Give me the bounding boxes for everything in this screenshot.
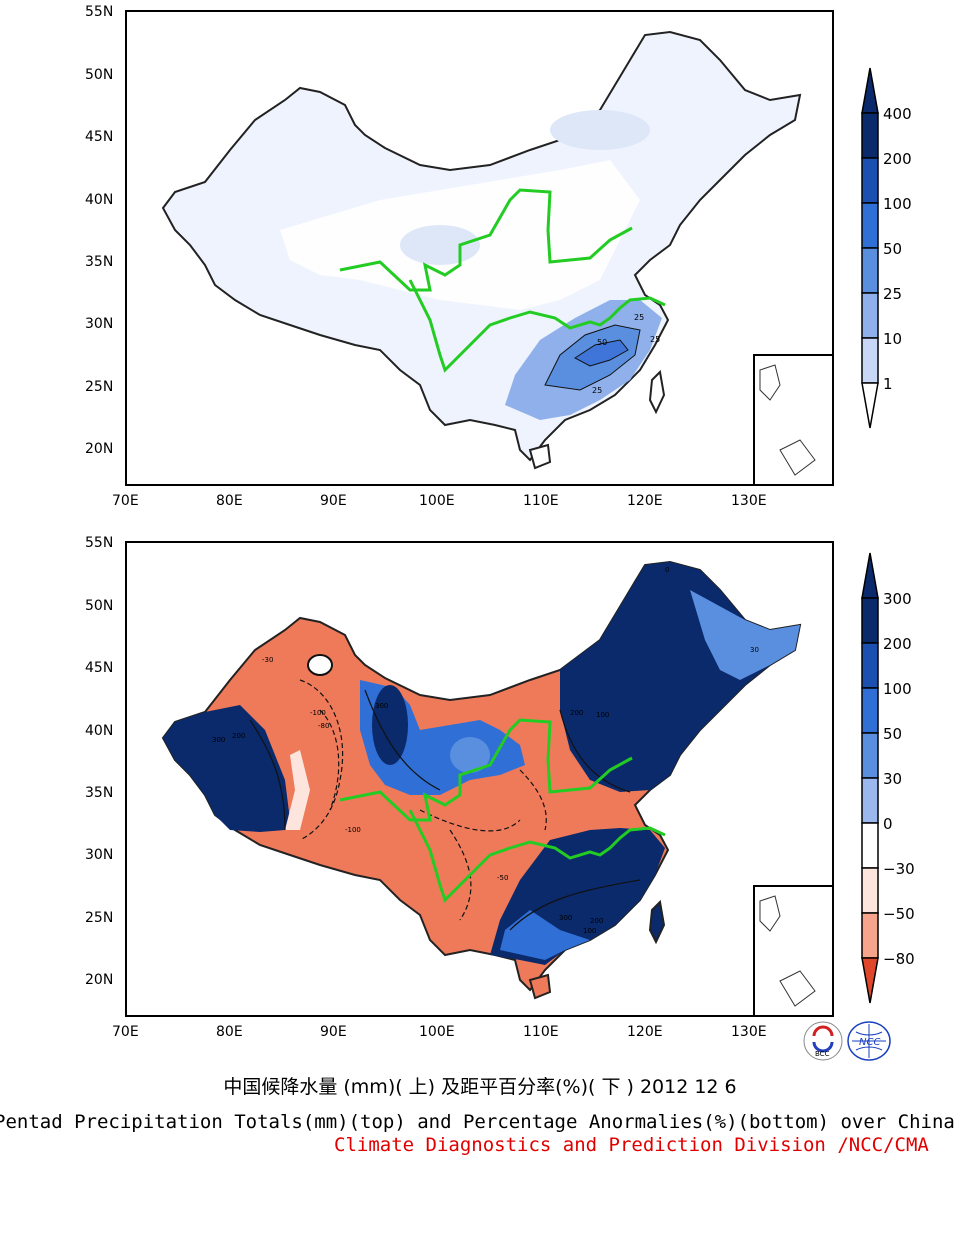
contour-label: 100 <box>596 711 609 719</box>
map-frame <box>125 10 834 486</box>
lat-label: 20N <box>85 441 113 457</box>
colorbar-label: 200 <box>883 635 912 653</box>
contour-label: -80 <box>318 722 329 730</box>
colorbar-label: 50 <box>883 240 902 258</box>
lon-label: 100E <box>419 1024 455 1040</box>
colorbar-bottom: 300 200 100 50 30 0 −30 −50 −80 <box>861 552 915 1004</box>
caption-chinese: 中国候降水量 (mm)( 上) 及距平百分率(%)( 下 ) 2012 12 6 <box>223 1076 737 1098</box>
lon-label: 70E <box>112 1024 139 1040</box>
bcc-logo: BCC <box>803 1021 843 1061</box>
caption-english: Pentad Precipitation Totals(mm)(top) and… <box>0 1111 955 1133</box>
contour-label: 300 <box>212 736 225 744</box>
colorbar-label: −30 <box>883 860 915 878</box>
lat-label: 40N <box>85 723 113 739</box>
lon-label: 110E <box>523 1024 559 1040</box>
map-frame <box>125 541 834 1017</box>
colorbar-label: 10 <box>883 330 902 348</box>
contour-label: 0 <box>665 566 669 574</box>
contour-label: 25 <box>650 335 660 344</box>
ncc-logo-text: NCC <box>859 1037 880 1048</box>
precipitation-totals-map: 50 25 25 25 55N 50N 45N 40N 35N 30N 25N … <box>85 4 912 509</box>
lon-axis: 70E 80E 90E 100E 110E 120E 130E <box>112 1024 767 1040</box>
lat-label: 30N <box>85 847 113 863</box>
lat-label: 35N <box>85 254 113 270</box>
colorbar-label: 100 <box>883 195 912 213</box>
lon-label: 90E <box>320 493 347 509</box>
yellow-river <box>339 718 633 822</box>
lat-label: 55N <box>85 535 113 551</box>
lat-axis: 55N 50N 45N 40N 35N 30N 25N 20N <box>85 4 113 457</box>
yangtze-river <box>408 279 666 373</box>
contour-label: 300 <box>559 914 572 922</box>
colorbar-label: −50 <box>883 905 915 923</box>
contour-label: 30 <box>750 646 759 654</box>
percentage-anomalies-map: 300 200 -100 -80 -30 300 100 200 30 -100… <box>85 535 915 1040</box>
contour-label: 25 <box>634 313 644 322</box>
contour-label: 300 <box>375 702 388 710</box>
lat-label: 30N <box>85 316 113 332</box>
colorbar-label: 200 <box>883 150 912 168</box>
anomaly-west-high <box>163 705 290 832</box>
contour-label: 100 <box>583 927 596 935</box>
lon-label: 110E <box>523 493 559 509</box>
lon-label: 130E <box>731 1024 767 1040</box>
lon-label: 90E <box>320 1024 347 1040</box>
contour-labels: 300 200 -100 -80 -30 300 100 200 30 -100… <box>212 566 759 935</box>
bcc-logo-text: BCC <box>815 1050 830 1058</box>
south-china-sea-inset <box>753 354 833 485</box>
lat-axis: 55N 50N 45N 40N 35N 30N 25N 20N <box>85 535 113 988</box>
lon-label: 130E <box>731 493 767 509</box>
south-china-sea-inset <box>753 885 833 1016</box>
lat-label: 55N <box>85 4 113 20</box>
lon-label: 80E <box>216 1024 243 1040</box>
contour-label: -100 <box>345 826 361 834</box>
caption-credit: Climate Diagnostics and Prediction Divis… <box>334 1134 929 1156</box>
colorbar-label: 0 <box>883 815 893 833</box>
yellow-river <box>339 188 633 292</box>
contour-label: 200 <box>232 732 245 740</box>
lon-label: 70E <box>112 493 139 509</box>
colorbar-label: 300 <box>883 590 912 608</box>
contour-label: 50 <box>597 338 607 347</box>
contour-label: -100 <box>310 709 326 717</box>
lat-label: 25N <box>85 379 113 395</box>
lat-label: 40N <box>85 192 113 208</box>
contour-label: 200 <box>590 917 603 925</box>
positive-contours <box>249 689 641 931</box>
lon-label: 80E <box>216 493 243 509</box>
lat-label: 45N <box>85 129 113 145</box>
contour-label: -30 <box>262 656 273 664</box>
contour-label: 200 <box>570 709 583 717</box>
colorbar-label: 50 <box>883 725 902 743</box>
lon-label: 120E <box>627 493 663 509</box>
precip-area-heavy <box>574 339 629 367</box>
lat-label: 50N <box>85 598 113 614</box>
lon-axis: 70E 80E 90E 100E 110E 120E 130E <box>112 493 767 509</box>
colorbar-label: 1 <box>883 375 893 393</box>
yangtze-river <box>408 809 666 903</box>
contour-label: 25 <box>592 386 602 395</box>
lat-label: 50N <box>85 67 113 83</box>
colorbar-top: 400 200 100 50 25 10 1 <box>861 67 912 429</box>
ncc-logo: NCC <box>847 1021 891 1061</box>
colorbar-label: −80 <box>883 950 915 968</box>
lon-label: 120E <box>627 1024 663 1040</box>
colorbar-label: 25 <box>883 285 902 303</box>
anomaly-northeast-high <box>560 562 800 792</box>
lat-label: 45N <box>85 660 113 676</box>
colorbar-label: 100 <box>883 680 912 698</box>
lat-label: 25N <box>85 910 113 926</box>
contour-label: -50 <box>497 874 508 882</box>
lat-label: 20N <box>85 972 113 988</box>
lon-label: 100E <box>419 493 455 509</box>
lat-label: 35N <box>85 785 113 801</box>
colorbar-label: 400 <box>883 105 912 123</box>
colorbar-label: 30 <box>883 770 902 788</box>
